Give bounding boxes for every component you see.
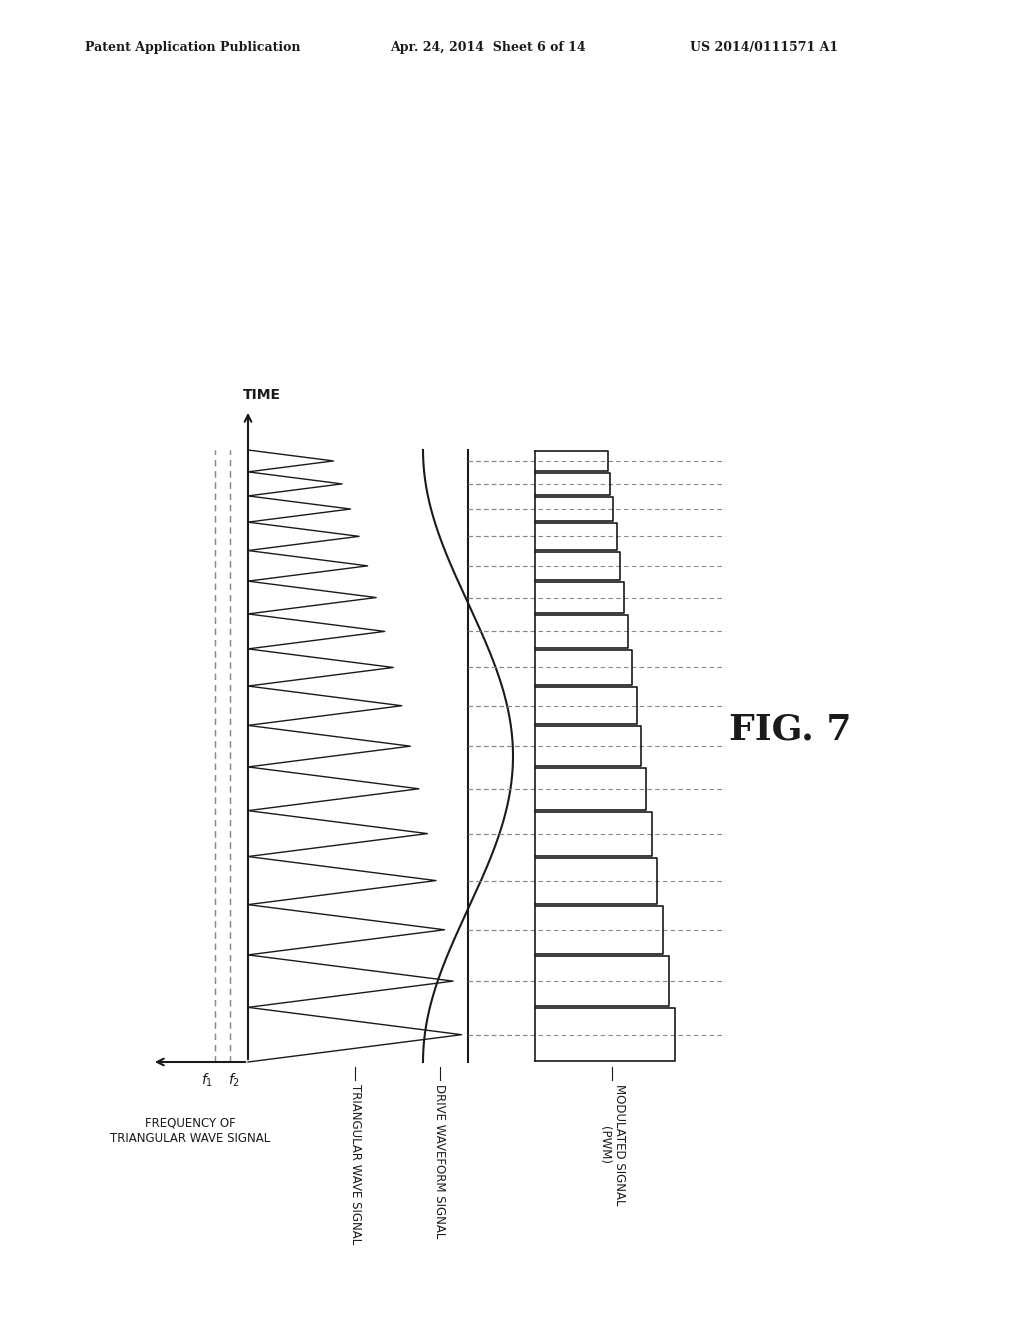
- Text: $f_1$: $f_1$: [201, 1072, 213, 1089]
- Text: US 2014/0111571 A1: US 2014/0111571 A1: [690, 41, 838, 54]
- Text: Patent Application Publication: Patent Application Publication: [85, 41, 300, 54]
- Text: DRIVE WAVEFORM SIGNAL: DRIVE WAVEFORM SIGNAL: [433, 1084, 446, 1238]
- Text: Apr. 24, 2014  Sheet 6 of 14: Apr. 24, 2014 Sheet 6 of 14: [390, 41, 586, 54]
- Text: MODULATED SIGNAL
(PWM): MODULATED SIGNAL (PWM): [598, 1084, 626, 1205]
- Text: $f_2$: $f_2$: [228, 1072, 240, 1089]
- Text: TRIANGULAR WAVE SIGNAL: TRIANGULAR WAVE SIGNAL: [348, 1084, 361, 1245]
- Text: TIME: TIME: [243, 388, 281, 403]
- Text: FIG. 7: FIG. 7: [729, 713, 851, 747]
- Text: FREQUENCY OF
TRIANGULAR WAVE SIGNAL: FREQUENCY OF TRIANGULAR WAVE SIGNAL: [110, 1117, 270, 1144]
